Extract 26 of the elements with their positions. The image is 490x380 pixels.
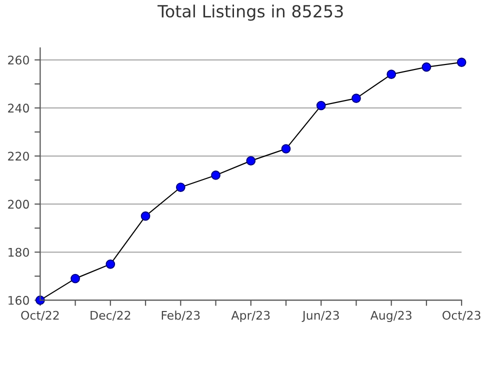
point [140,211,150,221]
point [422,62,432,72]
point [70,274,80,284]
point [386,70,396,79]
x-tick-label: Aug/23 [370,310,412,322]
y-tick-label: 180 [8,248,29,257]
x-tick-label: Apr/23 [231,310,270,322]
chart-title: Total Listings in 85253 [158,4,343,21]
x-tick-label: Jun/23 [302,310,339,322]
point [456,58,466,67]
y-tick-label: 240 [8,104,29,113]
point [176,182,186,192]
y-tick-label: 260 [8,56,29,65]
point [316,100,326,110]
x-tick-label: Oct/22 [21,310,59,321]
x-tick-label: Feb/23 [162,310,200,321]
point [106,259,116,269]
point [281,144,291,154]
y-tick-label: 220 [8,152,29,161]
point [246,156,256,166]
point [211,170,220,180]
y-tick-label: 160 [8,296,29,305]
y-tick-label: 200 [8,200,29,209]
point [352,94,361,104]
x-tick-label: Dec/22 [90,310,130,321]
x-tick-label: Oct/23 [442,310,480,321]
